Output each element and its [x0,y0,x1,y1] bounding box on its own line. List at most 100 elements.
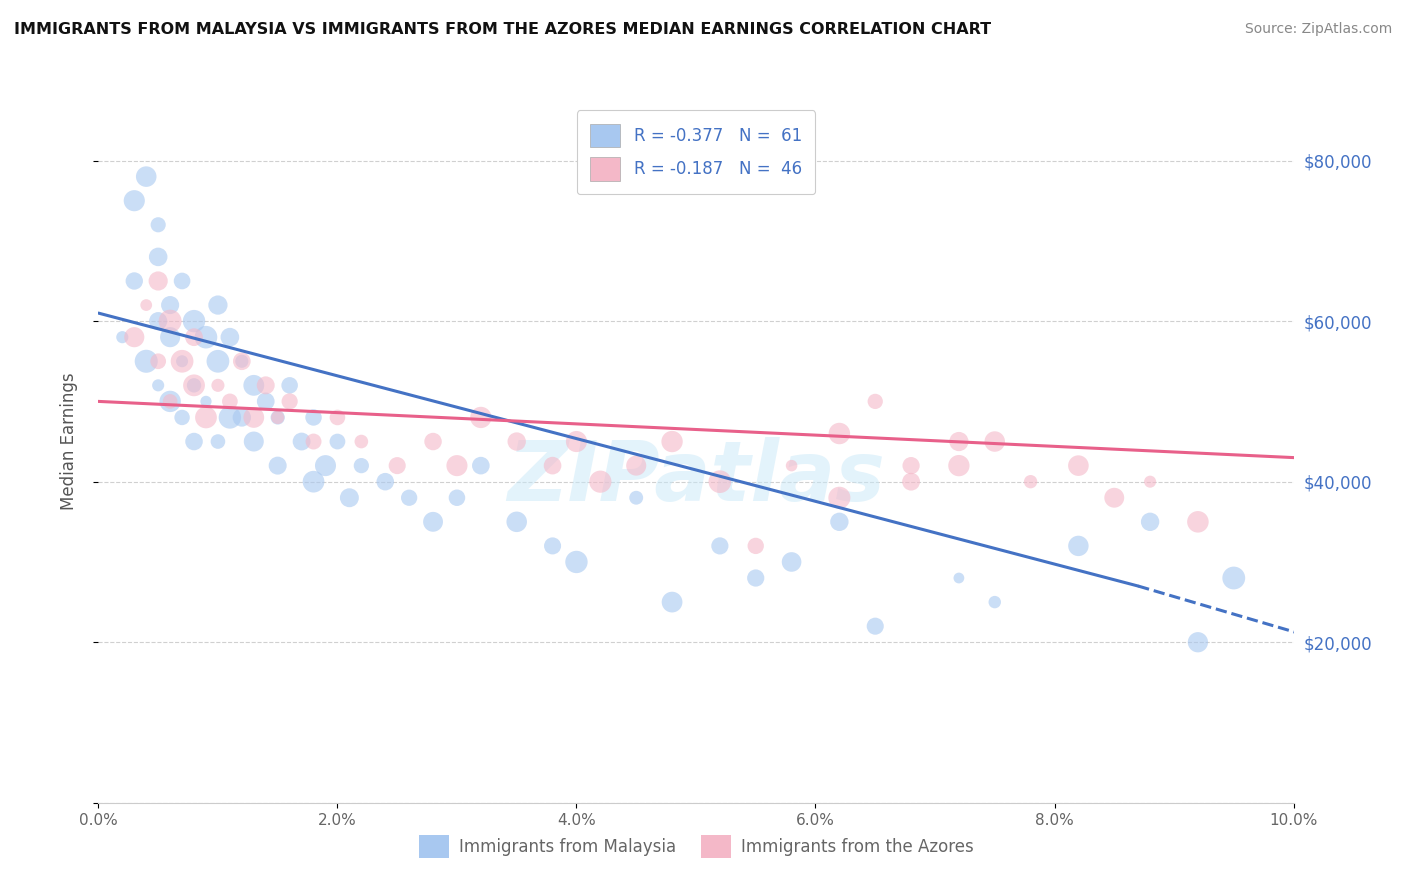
Point [267,410,290,425]
Point [231,354,253,368]
Point [219,330,242,344]
Point [111,330,134,344]
Point [709,539,731,553]
Point [183,330,205,344]
Point [207,354,229,368]
Point [254,394,277,409]
Point [148,354,170,368]
Point [1139,515,1161,529]
Point [302,410,325,425]
Point [183,314,205,328]
Text: ZIPatlas: ZIPatlas [508,437,884,518]
Point [350,434,373,449]
Point [148,218,170,232]
Point [172,274,194,288]
Point [422,434,444,449]
Point [661,595,683,609]
Point [172,354,194,368]
Point [135,354,157,368]
Point [243,434,266,449]
Point [148,378,170,392]
Point [302,434,325,449]
Point [350,458,373,473]
Point [231,410,253,425]
Point [745,539,768,553]
Point [470,410,492,425]
Point [159,394,181,409]
Point [506,434,529,449]
Point [183,434,205,449]
Point [385,458,409,473]
Point [626,491,648,505]
Point [243,410,266,425]
Point [1104,491,1126,505]
Point [219,394,242,409]
Text: IMMIGRANTS FROM MALAYSIA VS IMMIGRANTS FROM THE AZORES MEDIAN EARNINGS CORRELATI: IMMIGRANTS FROM MALAYSIA VS IMMIGRANTS F… [14,22,991,37]
Point [231,354,253,368]
Point [865,394,887,409]
Point [124,194,146,208]
Point [446,458,468,473]
Point [541,539,564,553]
Point [172,410,194,425]
Point [302,475,325,489]
Point [148,250,170,264]
Y-axis label: Median Earnings: Median Earnings [59,373,77,510]
Point [948,434,970,449]
Point [374,475,396,489]
Point [948,458,970,473]
Point [470,458,492,473]
Point [1139,475,1161,489]
Point [900,458,922,473]
Point [398,491,420,505]
Point [1067,539,1090,553]
Point [159,298,181,312]
Point [506,515,529,529]
Point [243,378,266,392]
Point [291,434,314,449]
Point [326,434,349,449]
Point [339,491,361,505]
Point [984,595,1007,609]
Point [948,571,970,585]
Point [326,410,349,425]
Point [1187,635,1209,649]
Point [1067,458,1090,473]
Point [267,458,290,473]
Point [780,555,803,569]
Point [626,458,648,473]
Point [183,378,205,392]
Point [159,330,181,344]
Point [828,426,851,441]
Point [446,491,468,505]
Point [565,555,588,569]
Point [148,314,170,328]
Point [159,394,181,409]
Point [172,354,194,368]
Point [195,394,218,409]
Point [195,410,218,425]
Point [278,378,301,392]
Point [148,274,170,288]
Point [159,314,181,328]
Point [1187,515,1209,529]
Point [828,515,851,529]
Point [207,378,229,392]
Point [267,410,290,425]
Point [865,619,887,633]
Point [1019,475,1042,489]
Point [183,378,205,392]
Point [780,458,803,473]
Point [124,330,146,344]
Point [1223,571,1246,585]
Point [195,330,218,344]
Point [984,434,1007,449]
Point [589,475,612,489]
Point [219,410,242,425]
Point [709,475,731,489]
Point [124,274,146,288]
Point [565,434,588,449]
Point [207,434,229,449]
Point [135,169,157,184]
Point [135,298,157,312]
